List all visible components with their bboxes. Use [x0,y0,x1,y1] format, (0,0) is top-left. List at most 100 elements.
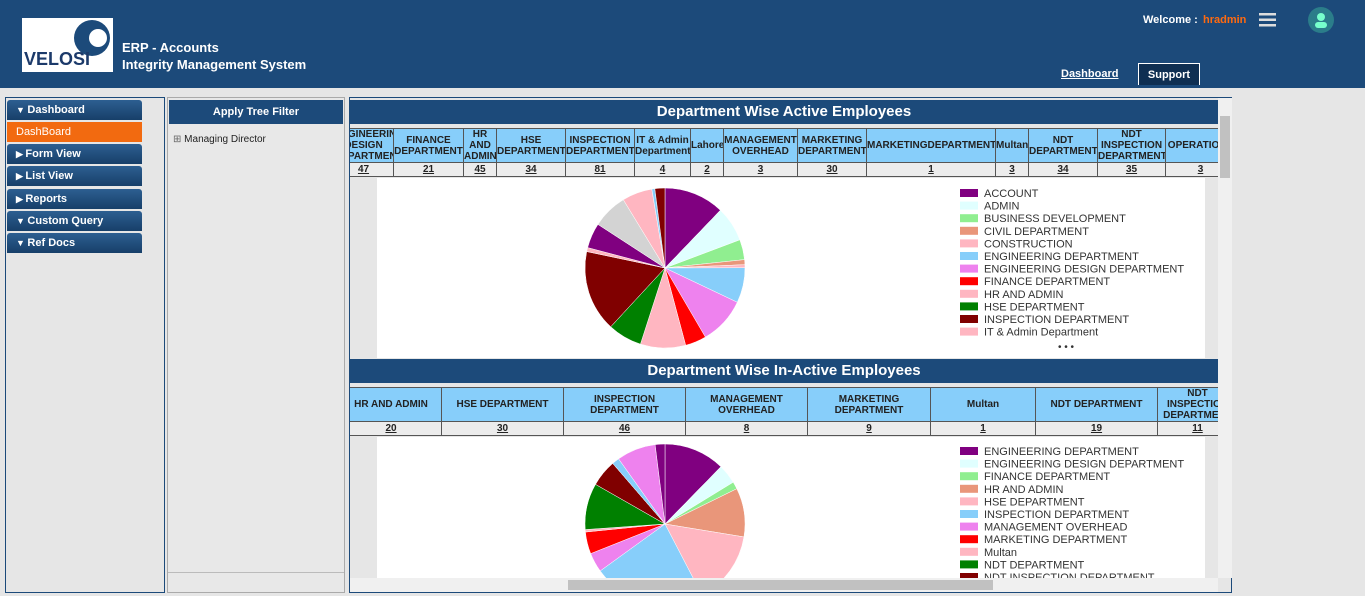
count-link[interactable]: 8 [685,421,808,436]
count-link[interactable]: 3 [995,162,1029,177]
count-link[interactable]: 3 [723,162,798,177]
legend-label[interactable]: HR AND ADMIN [984,289,1064,301]
nav-button[interactable]: Support [1138,63,1200,85]
nav-link[interactable]: Dashboard [1061,68,1119,80]
menu-label[interactable]: Dashboard [27,104,85,116]
count-link[interactable]: 30 [441,421,564,436]
column-header: HSE DEPARTMENT [496,128,566,163]
legend-swatch [960,277,978,286]
legend-label[interactable]: CIVIL DEPARTMENT [984,226,1089,238]
tree-title[interactable]: Apply Tree Filter [169,100,343,124]
column-header: INSPECTION DEPARTMENT [565,128,635,163]
menu-item[interactable]: ▶ List View [7,166,142,186]
legend-swatch [960,510,978,518]
legend-label[interactable]: FINANCE DEPARTMENT [984,471,1110,483]
logo-text: VELOSI [24,49,90,69]
count-link[interactable]: 45 [463,162,497,177]
username[interactable]: hradmin [1203,14,1247,26]
column-header: HR AND ADMIN [463,128,497,163]
count-link[interactable]: 30 [797,162,867,177]
count-link[interactable]: 81 [565,162,635,177]
legend-swatch [960,201,978,210]
count-link[interactable]: 19 [1035,421,1158,436]
legend-label[interactable]: HSE DEPARTMENT [984,496,1085,508]
column-header: MANAGEMENT OVERHEAD [685,387,808,422]
count-row: 20 30 46 8 9 1 19 11 [350,421,1218,436]
pie-slice[interactable] [654,443,666,525]
menu-icon[interactable] [1258,12,1278,28]
h-scrollbar[interactable] [350,578,1218,592]
menu-label[interactable]: DashBoard [16,126,72,138]
legend-label[interactable]: MANAGEMENT OVERHEAD [984,522,1127,534]
count-link[interactable]: 2 [690,162,724,177]
legend-label[interactable]: IT & Admin Department [984,327,1098,339]
count-link[interactable]: 34 [496,162,566,177]
menu-item[interactable]: ▶ Reports [7,189,142,209]
menu-item[interactable]: ▼ Dashboard [7,100,142,120]
legend-swatch [960,484,978,493]
menu-label[interactable]: List View [25,170,73,182]
legend-label[interactable]: FINANCE DEPARTMENT [984,276,1110,288]
panel-title: Department Wise Active Employees [350,100,1218,124]
legend-more[interactable]: • • • [1058,342,1075,353]
menu-item[interactable]: DashBoard [7,122,142,142]
pie-slice[interactable] [664,187,721,269]
user-icon[interactable] [1307,6,1335,34]
count-link[interactable]: 1 [930,421,1036,436]
legend-label[interactable]: Multan [984,547,1017,559]
tree-node-label[interactable]: Managing Director [184,134,266,145]
pie-slice[interactable] [664,523,745,578]
pie-slice[interactable] [599,523,702,578]
legend-swatch [960,447,978,455]
legend-label[interactable]: ACCOUNT [984,188,1039,200]
count-link[interactable]: 4 [634,162,691,177]
legend-label[interactable]: ENGINEERING DEPARTMENT [984,446,1139,458]
count-link[interactable]: 11 [1157,421,1218,436]
sidebar: ▼ Dashboard DashBoard ▶ Form View ▶ List Vi… [5,97,165,593]
logo-graphic: VELOSI [24,20,110,69]
pie-slice[interactable] [584,251,666,328]
menu-label[interactable]: Reports [25,193,67,205]
legend-swatch [960,573,978,578]
count-link[interactable]: 34 [1028,162,1098,177]
menu-label[interactable]: Ref Docs [27,237,76,249]
pie-slice[interactable] [654,187,666,269]
legend-swatch [960,239,978,248]
legend-label[interactable]: BUSINESS DEVELOPMENT [984,213,1126,225]
count-link[interactable]: 3 [1165,162,1218,177]
legend-label[interactable]: INSPECTION DEPARTMENT [984,509,1129,521]
welcome-label: Welcome : [1143,14,1198,26]
count-link[interactable]: 47 [350,162,394,177]
legend-swatch [960,252,978,260]
legend-swatch [960,264,978,273]
count-link[interactable]: 1 [866,162,996,177]
menu-item[interactable]: ▼ Ref Docs [7,233,142,253]
legend-label[interactable]: INSPECTION DEPARTMENT [984,314,1129,326]
pie-slice[interactable] [664,443,722,525]
count-link[interactable]: 35 [1097,162,1166,177]
column-header: HR AND ADMIN [350,387,442,422]
legend-label[interactable]: ADMIN [984,201,1020,213]
count-link[interactable]: 21 [393,162,464,177]
menu-item[interactable]: ▶ Form View [7,144,142,164]
menu-item[interactable]: ▼ Custom Query [7,211,142,231]
count-link[interactable]: 20 [350,421,442,436]
legend-label[interactable]: ENGINEERING DESIGN DEPARTMENT [984,264,1184,276]
menu-label[interactable]: Custom Query [27,215,104,227]
count-link[interactable]: 9 [807,421,931,436]
count-link[interactable]: 46 [563,421,686,436]
v-scrollbar[interactable] [1218,98,1232,578]
legend-label[interactable]: ENGINEERING DESIGN DEPARTMENT [984,459,1184,471]
column-header: FINANCE DEPARTMENT [393,128,464,163]
legend-label[interactable]: HR AND ADMIN [984,484,1064,496]
legend-label[interactable]: NDT INSPECTION DEPARTMENT [984,572,1155,578]
legend-label[interactable]: MARKETING DEPARTMENT [984,534,1127,546]
legend-label[interactable]: HSE DEPARTMENT [984,301,1085,313]
main-panel: ACCOUNT ADMIN BUSINESS DEVELOPMENT CIVIL DE… [349,97,1232,593]
tree-node[interactable]: ⊞ Managing Director [173,134,266,145]
menu-label[interactable]: Form View [25,148,81,160]
legend-label[interactable]: ENGINEERING DEPARTMENT [984,251,1139,263]
legend-label[interactable]: NDT DEPARTMENT [984,559,1085,571]
column-header: IT & Admin Department [634,128,691,163]
legend-label[interactable]: CONSTRUCTION [984,238,1073,250]
